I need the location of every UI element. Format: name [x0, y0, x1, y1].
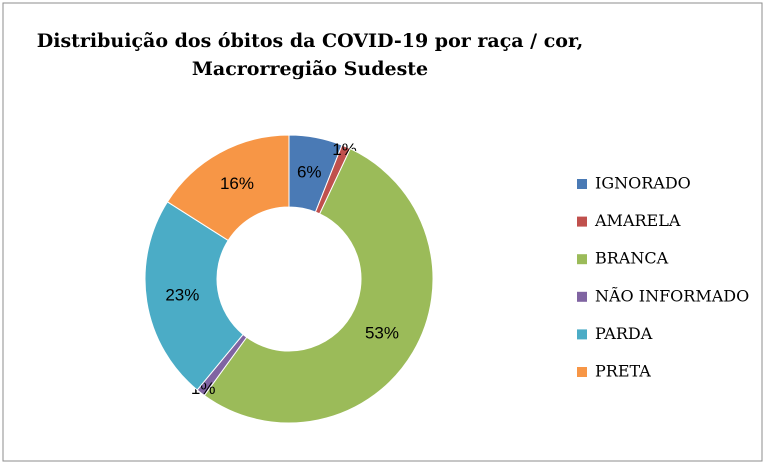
chart-subtitle: Macrorregião Sudeste	[192, 58, 428, 80]
data-label: 6%	[297, 162, 322, 181]
data-label: 23%	[165, 285, 199, 304]
legend-label: AMARELA	[594, 211, 681, 230]
legend-label: IGNORADO	[595, 174, 691, 193]
legend-label: PARDA	[595, 324, 653, 343]
legend-swatch	[577, 216, 587, 227]
legend-swatch	[577, 329, 587, 340]
data-label: 16%	[220, 174, 254, 193]
donut-slice	[203, 148, 434, 424]
legend-label: PRETA	[595, 362, 651, 381]
donut-slice	[166, 134, 290, 242]
donut-slice	[144, 201, 244, 391]
data-label: 53%	[365, 323, 399, 342]
chart-title: Distribuição dos óbitos da COVID-19 por …	[37, 30, 583, 52]
legend-swatch	[577, 179, 587, 189]
legend-label: BRANCA	[595, 249, 669, 268]
legend-swatch	[577, 254, 587, 265]
legend-swatch	[577, 291, 587, 302]
legend-swatch	[577, 367, 587, 377]
legend-label: NÃO INFORMADO	[595, 285, 749, 305]
